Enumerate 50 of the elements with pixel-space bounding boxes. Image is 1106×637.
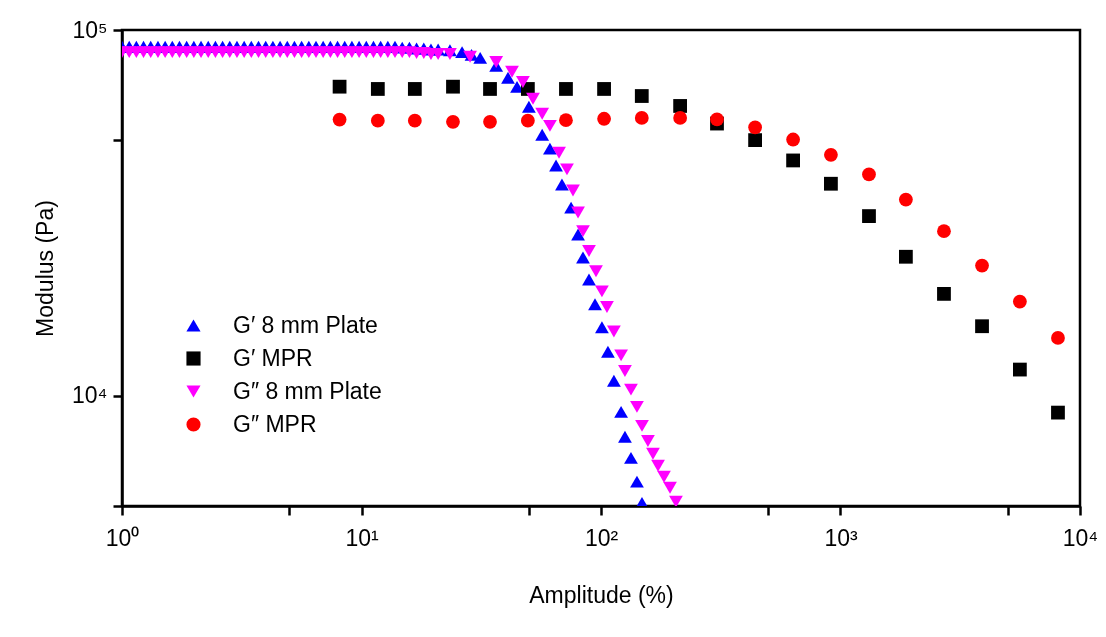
point [559,113,573,128]
x-tick-label: 10² [584,524,619,551]
point [597,111,611,126]
point [786,132,800,147]
y-axis-title: Modulus (Pa) [32,200,59,337]
point [1051,405,1065,420]
legend-label: G″ 8 mm Plate [233,377,382,404]
y-tick-label: 10⁵ [72,16,108,43]
point [824,147,838,162]
point [862,167,876,182]
point [937,224,951,239]
x-tick-label: 10⁴ [1062,524,1099,551]
point [446,114,460,129]
point [673,99,688,113]
point [975,258,989,273]
legend-label: G′ MPR [233,344,313,371]
point [332,112,347,127]
point [634,89,649,103]
point [710,112,724,127]
legend-label: G″ MPR [233,410,317,437]
point [673,111,688,125]
point [370,113,385,128]
point [862,209,876,223]
point [370,82,385,96]
point [748,133,762,148]
x-tick-label: 10⁰ [105,524,140,551]
point [483,82,497,96]
point [520,113,535,128]
point [937,286,951,301]
point [634,111,649,125]
point [407,113,422,128]
point [407,82,422,96]
point [1012,362,1027,377]
legend-label: G′ 8 mm Plate [233,311,378,338]
point [748,120,762,135]
point [898,192,913,207]
point [559,82,573,96]
point [332,79,347,94]
x-axis-title: Amplitude (%) [529,581,674,608]
x-tick-label: 10³ [824,524,858,551]
point [898,249,913,264]
point [483,114,497,129]
point [597,82,611,96]
point [446,79,460,94]
point [1051,331,1065,345]
point [975,319,989,334]
x-tick-label: 10¹ [345,524,379,551]
point [824,176,838,191]
point [1012,294,1027,309]
point [786,153,800,168]
